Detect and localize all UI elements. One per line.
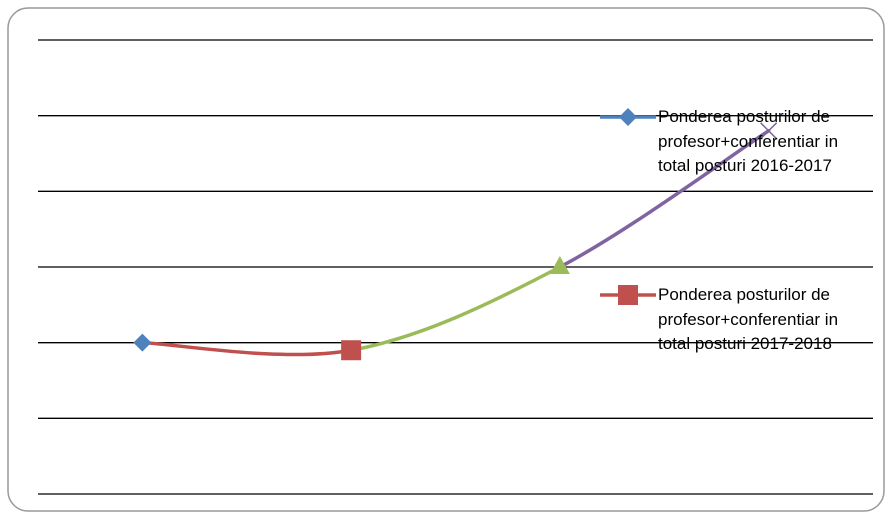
legend-label: Ponderea posturilor de profesor+conferen… bbox=[658, 107, 839, 175]
chart-frame bbox=[7, 7, 885, 512]
line-segment bbox=[558, 129, 771, 269]
point-marker bbox=[341, 340, 362, 361]
line-segment bbox=[349, 265, 562, 352]
legend-label: Ponderea posturilor de profesor+conferen… bbox=[658, 285, 839, 353]
legend-marker bbox=[618, 285, 638, 305]
point-marker bbox=[133, 333, 152, 352]
legend-marker bbox=[619, 108, 637, 126]
line-segment bbox=[140, 340, 353, 357]
point-marker bbox=[549, 256, 570, 274]
point-marker bbox=[760, 122, 778, 140]
